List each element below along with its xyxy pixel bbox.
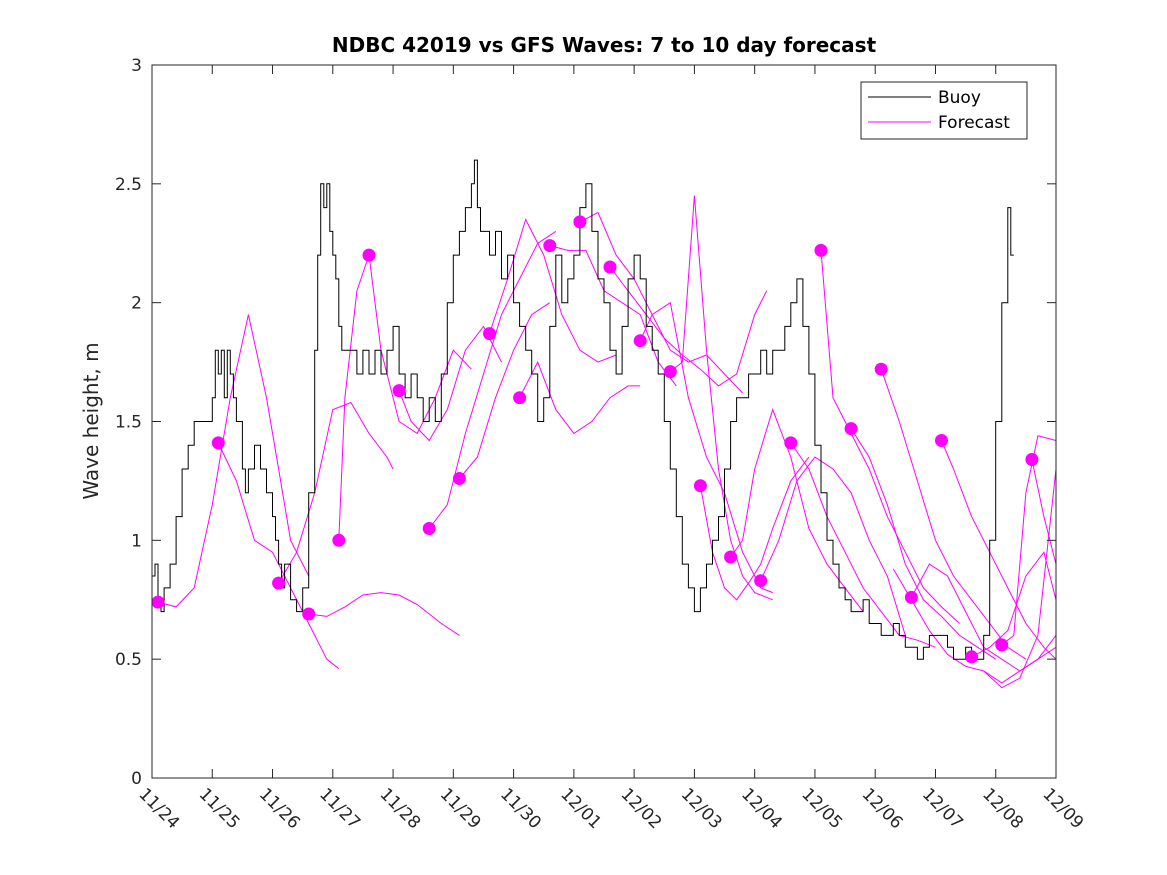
- forecast-marker: [935, 434, 948, 447]
- forecast-marker: [995, 638, 1009, 652]
- series-layer: [152, 159, 1056, 689]
- forecast-marker: [452, 472, 466, 485]
- forecast-line: [338, 254, 370, 541]
- forecast-marker: [784, 436, 798, 450]
- forecast-line: [579, 211, 743, 394]
- forecast-marker: [272, 576, 286, 590]
- forecast-marker: [573, 215, 587, 229]
- y-tick-label: 1: [131, 531, 142, 551]
- forecast-marker: [603, 260, 617, 274]
- y-tick-label: 2: [131, 294, 142, 314]
- forecast-marker: [693, 479, 707, 493]
- chart-title: NDBC 42019 vs GFS Waves: 7 to 10 day for…: [332, 33, 877, 57]
- forecast-marker: [543, 239, 557, 253]
- y-tick-label: 0.5: [115, 650, 142, 670]
- forecast-marker: [965, 650, 979, 664]
- forecast-line: [983, 468, 1056, 689]
- forecast-line: [278, 401, 394, 584]
- forecast-marker: [633, 334, 647, 348]
- y-tick-label: 0: [131, 769, 142, 789]
- forecast-line: [489, 218, 617, 363]
- forecast-marker: [844, 422, 858, 436]
- forecast-line: [459, 302, 551, 479]
- y-tick-label: 1.5: [115, 413, 142, 433]
- forecast-line: [669, 195, 773, 601]
- forecast-line: [398, 325, 502, 442]
- forecast-line: [699, 456, 810, 601]
- forecast-line: [157, 314, 310, 608]
- forecast-line: [790, 442, 936, 648]
- forecast-line: [609, 266, 768, 387]
- forecast-marker: [483, 327, 496, 341]
- y-axis-label: Wave height, m: [79, 342, 103, 499]
- forecast-line: [1031, 459, 1056, 565]
- forecast-line: [308, 592, 460, 636]
- forecast-marker: [874, 362, 888, 376]
- forecast-line: [760, 456, 906, 636]
- forecast-marker: [392, 384, 406, 398]
- forecast-line: [820, 250, 960, 624]
- forecast-line: [428, 230, 557, 529]
- forecast-marker: [302, 607, 316, 621]
- forecast-marker: [211, 436, 225, 450]
- forecast-line: [941, 440, 1056, 660]
- forecast-line: [639, 301, 773, 594]
- y-axis: 0 0.5 1 1.5 2 2.5 3: [115, 56, 1056, 789]
- forecast-marker: [152, 595, 165, 609]
- legend-buoy-label: Buoy: [938, 88, 981, 108]
- forecast-line: [519, 360, 641, 435]
- forecast-line: [549, 245, 677, 387]
- forecast-marker: [1025, 453, 1039, 466]
- forecast-marker: [663, 365, 677, 379]
- legend: Buoy Forecast: [860, 81, 1028, 140]
- legend-forecast-label: Forecast: [938, 113, 1010, 133]
- forecast-marker: [754, 574, 768, 588]
- forecast-line: [850, 428, 996, 660]
- forecast-marker: [513, 391, 527, 405]
- forecast-marker: [904, 590, 918, 604]
- forecast-marker: [332, 533, 346, 547]
- buoy-line: [152, 159, 1014, 660]
- forecast-line: [1001, 435, 1056, 646]
- forecast-marker: [422, 522, 436, 535]
- forecast-marker: [814, 243, 828, 257]
- legend-box: [860, 81, 1028, 140]
- forecast-marker: [724, 550, 738, 564]
- y-tick-label: 3: [131, 56, 142, 76]
- forecast-marker: [362, 248, 376, 262]
- y-tick-label: 2.5: [115, 175, 142, 195]
- forecast-line: [892, 568, 1056, 684]
